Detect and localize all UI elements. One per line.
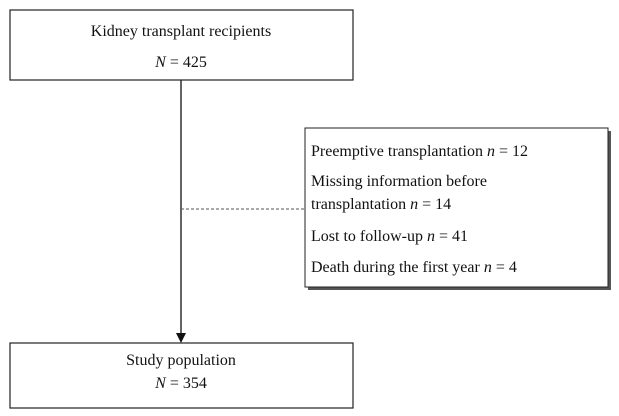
text-segment: transplantation <box>311 196 410 213</box>
text-segment: = 41 <box>435 228 468 245</box>
node-text-line: Missing information before <box>311 173 487 190</box>
italic-symbol: n <box>427 228 435 245</box>
node-text-line: Lost to follow-up n = 41 <box>311 228 468 245</box>
italic-symbol: n <box>410 196 418 213</box>
node-text-line: Study population <box>126 352 236 369</box>
node-text-line: transplantation n = 14 <box>311 196 451 213</box>
text-segment: = 425 <box>166 54 207 71</box>
italic-symbol: n <box>484 259 492 276</box>
text-segment: Kidney transplant recipients <box>91 23 271 40</box>
text-segment: Lost to follow-up <box>311 228 427 245</box>
node-text-line: Death during the first year n = 4 <box>311 259 517 276</box>
text-segment: Death during the first year <box>311 259 484 276</box>
text-segment: = 12 <box>495 143 528 160</box>
italic-symbol: N <box>154 375 167 392</box>
node-text-line: N = 425 <box>154 54 207 71</box>
text-segment: = 354 <box>166 375 207 392</box>
node-box <box>9 342 354 409</box>
node-text-line: Preemptive transplantation n = 12 <box>311 143 528 160</box>
node-box <box>304 127 609 288</box>
text-segment: = 14 <box>418 196 451 213</box>
text-segment: Study population <box>126 352 236 369</box>
node-text-line: N = 354 <box>154 375 207 392</box>
node-text-line: Kidney transplant recipients <box>91 23 271 40</box>
text-segment: = 4 <box>492 259 517 276</box>
text-segment: Preemptive transplantation <box>311 143 487 160</box>
italic-symbol: n <box>487 143 495 160</box>
italic-symbol: N <box>154 54 167 71</box>
text-segment: Missing information before <box>311 173 487 190</box>
node-box <box>9 9 354 81</box>
node-texts: Kidney transplant recipients N = 425 Preem… <box>91 23 528 392</box>
